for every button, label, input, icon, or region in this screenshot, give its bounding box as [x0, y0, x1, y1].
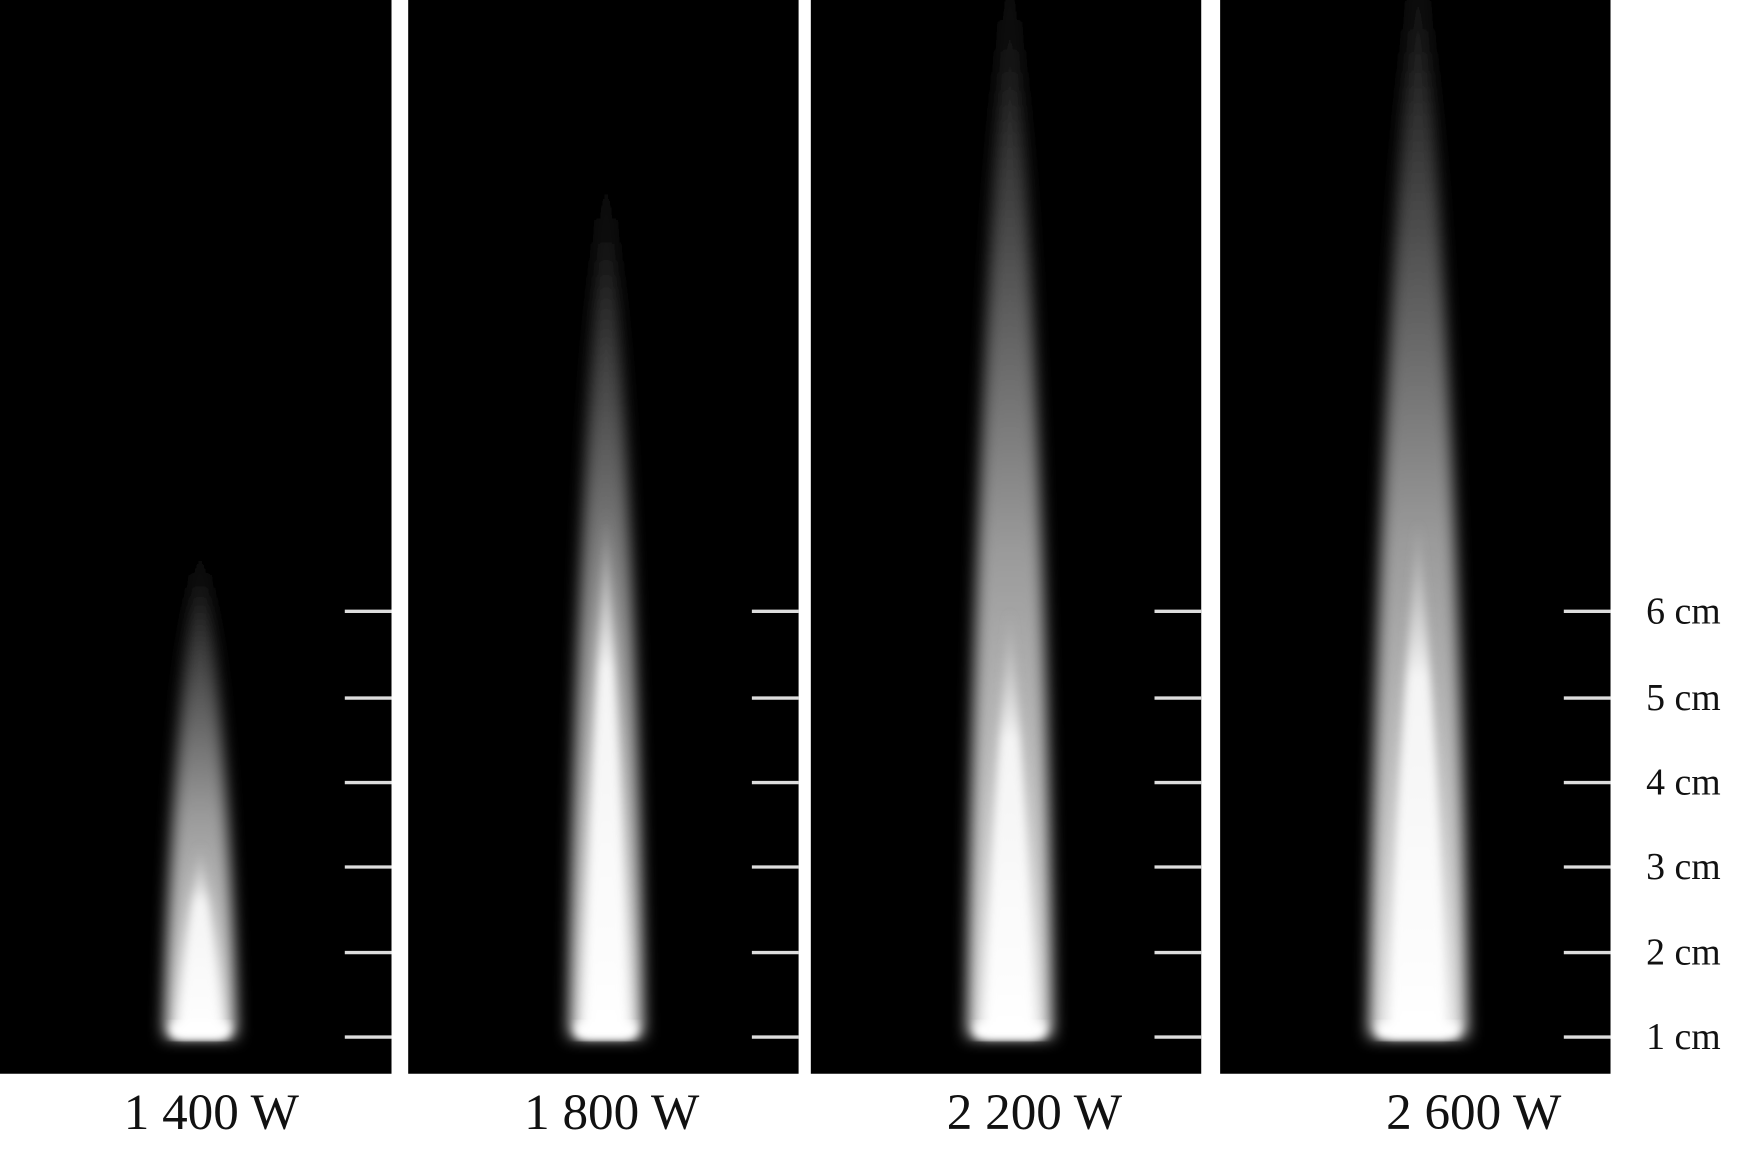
jet — [569, 166, 643, 1040]
jet — [967, 0, 1053, 1040]
panel-label: 1 400 W — [124, 1084, 300, 1141]
scale-label: 4 cm — [1646, 762, 1721, 804]
panel — [1220, 0, 1611, 1074]
nozzle-glow — [574, 1021, 638, 1040]
jet-core — [1388, 522, 1448, 1038]
jet-plume — [164, 544, 236, 1038]
scale-label: 5 cm — [1646, 677, 1721, 719]
nozzle-glow — [1376, 1021, 1460, 1040]
scale-label: 1 cm — [1646, 1016, 1721, 1058]
panel — [0, 0, 392, 1074]
jet-core — [984, 611, 1036, 1038]
jet-plume — [967, 0, 1053, 1038]
scale-label: 3 cm — [1646, 846, 1721, 888]
nozzle-glow — [973, 1021, 1046, 1040]
panel — [408, 0, 799, 1074]
scale-label: 2 cm — [1646, 932, 1721, 974]
panel-label: 2 600 W — [1386, 1084, 1562, 1141]
nozzle-glow — [169, 1021, 231, 1040]
panel-label: 1 800 W — [524, 1084, 700, 1141]
jet-core — [584, 511, 629, 1038]
panel — [810, 0, 1202, 1074]
scale-label: 6 cm — [1646, 590, 1721, 632]
jet — [164, 544, 236, 1040]
jet-plume — [1369, 0, 1468, 1038]
jet-core — [178, 844, 222, 1038]
panel-label: 2 200 W — [947, 1084, 1123, 1141]
jet — [1369, 0, 1468, 1040]
